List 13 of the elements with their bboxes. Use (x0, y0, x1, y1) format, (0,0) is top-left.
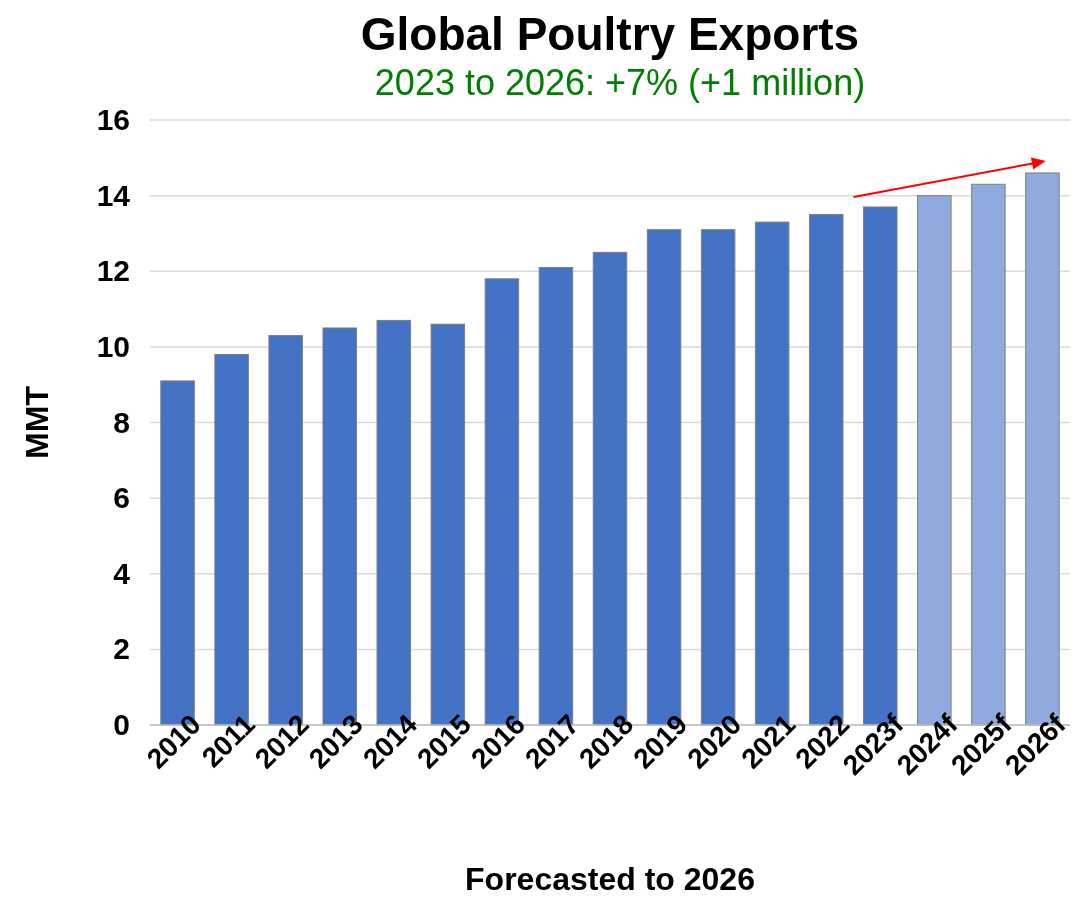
y-axis-title: MMT (19, 385, 55, 459)
y-tick-label: 4 (113, 556, 131, 590)
y-tick-label: 10 (96, 329, 130, 363)
y-tick-label: 16 (96, 103, 130, 137)
chart-title: Global Poultry Exports (360, 8, 860, 60)
y-tick-label: 12 (96, 254, 130, 288)
y-tick-label: 2 (113, 632, 130, 666)
y-tick-label: 6 (113, 481, 130, 515)
x-axis-title: Forecasted to 2026 (465, 861, 755, 897)
text: 2023 to 2026: +7% (+1 million) (374, 62, 866, 103)
y-tick-label: 8 (113, 405, 130, 439)
y-tick-label: 0 (113, 708, 130, 742)
y-tick-label: 14 (96, 178, 131, 212)
